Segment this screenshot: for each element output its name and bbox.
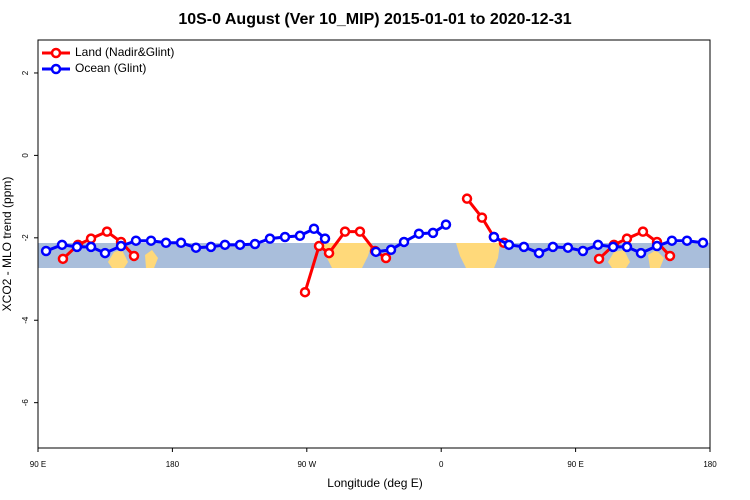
data-point [593, 253, 605, 265]
data-point [249, 238, 261, 250]
data-point [518, 241, 530, 253]
data-point [294, 230, 306, 242]
data-point [130, 235, 142, 246]
data-point [279, 231, 291, 243]
data-point [697, 237, 709, 249]
legend-marker [50, 63, 62, 75]
data-point [71, 241, 83, 253]
data-point [370, 246, 382, 258]
data-point [562, 242, 574, 253]
data-point [651, 240, 663, 252]
data-point [57, 253, 69, 265]
y-tick-label: -4 [21, 316, 30, 324]
data-point [319, 233, 331, 244]
data-point [666, 235, 678, 246]
legend-marker [50, 47, 62, 59]
legend-label: Land (Nadir&Glint) [75, 45, 174, 59]
data-point [205, 241, 217, 253]
y-tick-label: 2 [21, 70, 30, 75]
chart-title: 10S-0 August (Ver 10_MIP) 2015-01-01 to … [178, 11, 571, 28]
data-point [101, 226, 113, 237]
data-point [440, 219, 452, 230]
data-point [128, 250, 140, 262]
data-point [308, 223, 320, 235]
data-point [219, 239, 231, 251]
data-point [160, 237, 172, 249]
y-tick-label: -2 [21, 234, 30, 242]
data-point [503, 239, 515, 251]
x-tick-label: 0 [439, 460, 444, 469]
legend-label: Ocean (Glint) [75, 61, 146, 75]
data-point [339, 226, 351, 237]
data-point [380, 252, 392, 264]
data-point [323, 247, 335, 259]
data-point [413, 228, 425, 239]
data-point [175, 237, 187, 249]
data-point [85, 241, 97, 253]
data-point [299, 286, 311, 298]
data-point [40, 245, 52, 257]
data-point [115, 240, 127, 252]
data-point [264, 233, 276, 244]
data-point [607, 241, 619, 253]
data-point [577, 245, 589, 257]
data-point [592, 239, 604, 251]
data-point [664, 250, 676, 262]
data-point [635, 247, 647, 259]
data-point [56, 239, 68, 251]
data-point [99, 247, 111, 259]
x-tick-label: 90 W [297, 460, 316, 469]
data-point [461, 193, 473, 204]
data-point [488, 231, 500, 243]
data-point [354, 226, 366, 237]
x-tick-label: 180 [703, 460, 717, 469]
data-point [427, 227, 439, 239]
y-axis-label: XCO2 - MLO trend (ppm) [0, 177, 14, 312]
data-point [637, 226, 649, 237]
data-point [145, 235, 157, 246]
x-tick-label: 180 [166, 460, 180, 469]
data-point [313, 240, 325, 252]
data-point [234, 239, 246, 251]
plot-frame [37, 39, 711, 449]
data-point [621, 233, 633, 244]
data-point [476, 212, 488, 223]
data-point [190, 242, 202, 253]
data-point [547, 241, 559, 253]
data-point [533, 247, 545, 259]
y-tick-label: 0 [21, 153, 30, 158]
x-tick-label: 90 E [30, 460, 46, 469]
x-tick-label: 90 E [567, 460, 583, 469]
data-point [681, 235, 693, 246]
data-point [621, 241, 633, 253]
y-tick-label: -6 [21, 399, 30, 407]
data-point [398, 236, 410, 248]
data-point [85, 233, 97, 244]
data-point [385, 244, 397, 256]
x-axis-label: Longitude (deg E) [327, 476, 422, 490]
